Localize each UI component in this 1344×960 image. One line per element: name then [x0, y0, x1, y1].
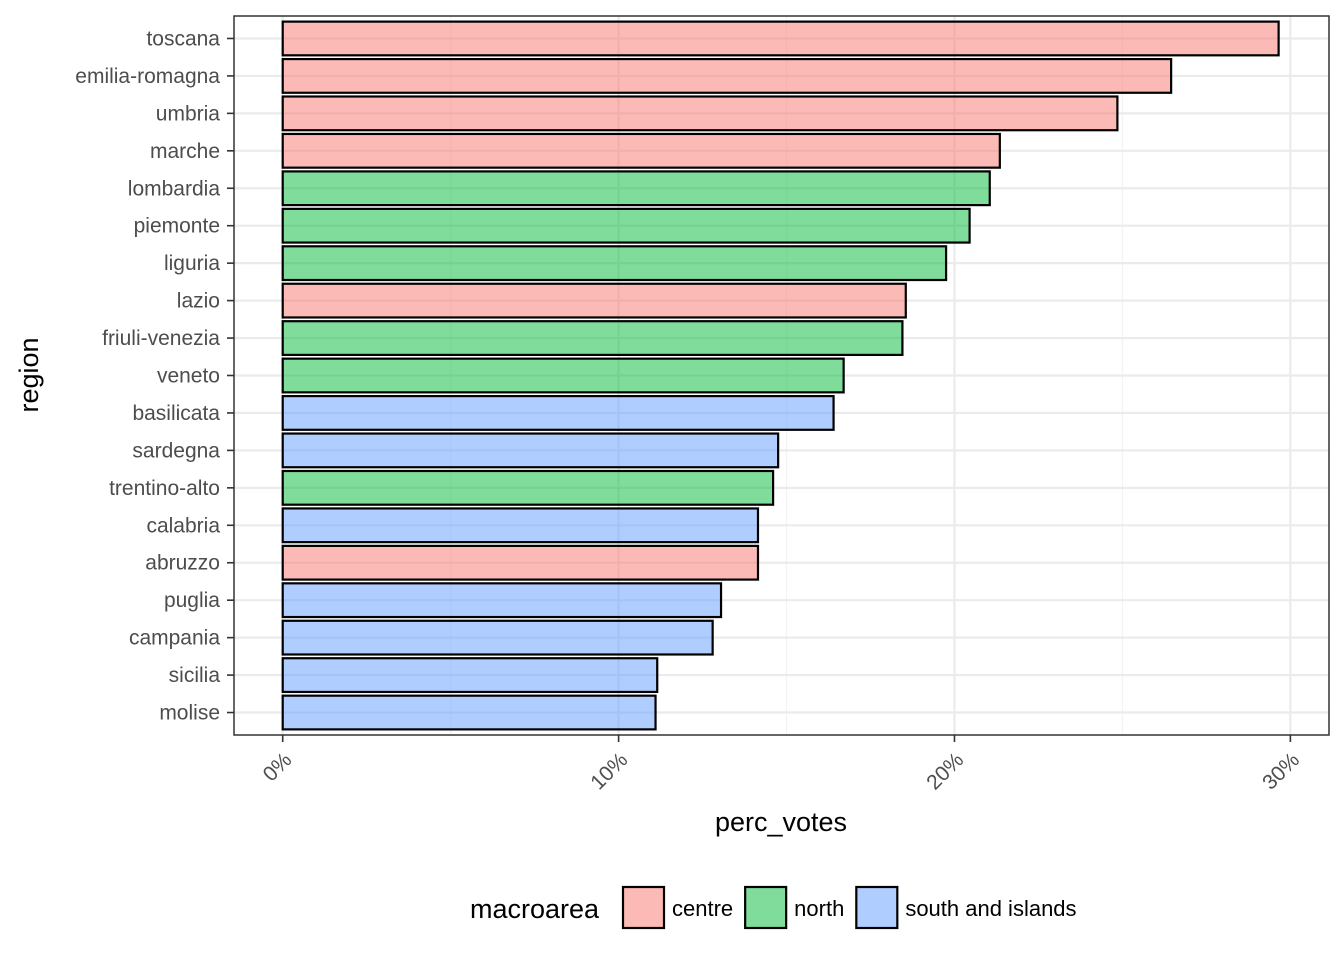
legend-label-south: south and islands — [905, 896, 1076, 921]
bar-campania — [281, 619, 714, 656]
y-tick-label-veneto: veneto — [157, 365, 220, 388]
y-tick-label-sardegna: sardegna — [132, 439, 220, 462]
legend-key-north — [744, 885, 788, 930]
y-tick-label-friuli-venezia: friuli-venezia — [102, 327, 220, 350]
legend-key-centre — [621, 885, 666, 930]
bar-toscana — [281, 20, 1280, 57]
y-tick-label-campania: campania — [129, 627, 220, 650]
y-tick-label-trentino-alto: trentino-alto — [109, 477, 220, 500]
x-tick-label: 30% — [1258, 748, 1304, 794]
legend-label-centre: centre — [672, 896, 733, 921]
y-tick-label-piemonte: piemonte — [134, 215, 220, 238]
y-tick-label-toscana: toscana — [146, 27, 220, 50]
bar-marche — [281, 132, 1001, 169]
x-tick-label: 10% — [586, 748, 632, 794]
y-axis: toscana emilia-romagna umbria marche lombard… — [75, 27, 234, 725]
y-tick-label-umbria: umbria — [156, 102, 221, 125]
x-tick-label: 0% — [259, 748, 297, 786]
y-tick-label-emilia-romagna: emilia-romagna — [75, 65, 220, 88]
bar-lombardia — [281, 170, 991, 207]
bar-piemonte — [281, 207, 971, 244]
bar-sardegna — [281, 432, 780, 469]
y-axis-title: region — [14, 337, 44, 412]
bar-lazio — [281, 282, 907, 319]
x-axis: 0% 10% 20% 30% — [259, 735, 1304, 794]
bar-trentino-alto — [281, 469, 775, 506]
bar-molise — [281, 694, 657, 731]
legend-title: macroarea — [470, 894, 600, 924]
bar-friuli-venezia — [281, 320, 904, 357]
y-tick-label-molise: molise — [159, 702, 220, 725]
x-tick-label: 20% — [922, 748, 968, 794]
bar-basilicata — [281, 394, 835, 431]
bar-calabria — [281, 507, 760, 544]
legend: macroarea centre north south and islands — [470, 885, 1077, 930]
bar-veneto — [281, 357, 845, 394]
bar-liguria — [281, 245, 948, 282]
bars — [281, 20, 1280, 731]
y-tick-label-marche: marche — [150, 140, 220, 163]
bar-puglia — [281, 582, 723, 619]
y-tick-label-liguria: liguria — [164, 252, 220, 275]
y-tick-label-puglia: puglia — [164, 589, 220, 612]
legend-key-south — [855, 885, 899, 930]
y-tick-label-abruzzo: abruzzo — [145, 552, 220, 575]
y-tick-label-lombardia: lombardia — [128, 177, 221, 200]
x-axis-title: perc_votes — [715, 807, 847, 837]
bar-sicilia — [281, 657, 659, 694]
y-tick-label-basilicata: basilicata — [132, 402, 220, 425]
y-tick-label-calabria: calabria — [146, 514, 220, 537]
bar-emilia-romagna — [281, 57, 1173, 94]
bar-abruzzo — [281, 544, 760, 581]
y-tick-label-lazio: lazio — [177, 290, 220, 313]
y-tick-label-sicilia: sicilia — [169, 664, 221, 687]
bar-umbria — [281, 95, 1119, 132]
legend-label-north: north — [794, 896, 844, 921]
